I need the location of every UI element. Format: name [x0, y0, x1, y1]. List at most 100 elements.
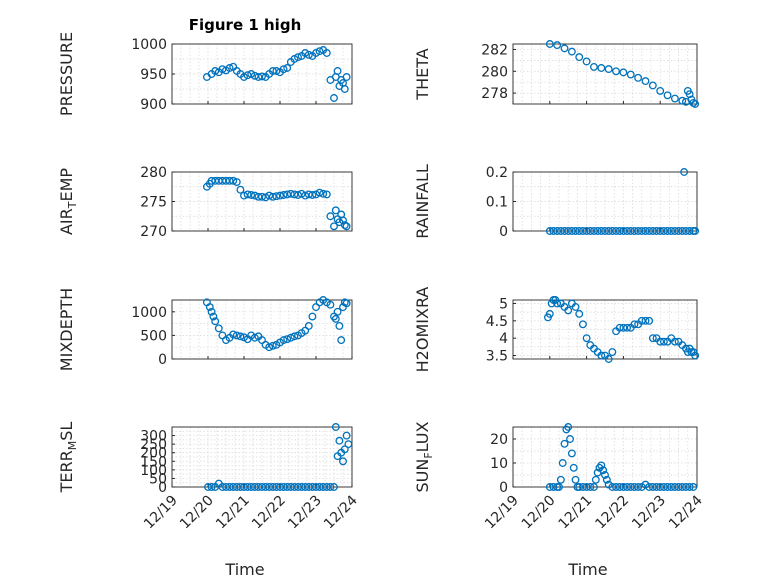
y-tick-label: 0.1	[486, 195, 508, 211]
data-point	[333, 307, 342, 316]
data-point	[612, 483, 620, 491]
data-point	[272, 67, 281, 75]
data-point	[553, 41, 562, 50]
data-point	[571, 475, 580, 484]
data-point	[670, 94, 679, 103]
y-axis-label: AIRTEMP	[57, 168, 79, 235]
data-point	[575, 309, 584, 318]
data-point	[549, 227, 558, 235]
data-point	[555, 483, 563, 491]
x-tick-label: 12/22	[592, 493, 632, 533]
data-point	[691, 100, 700, 108]
axes-frame	[171, 299, 353, 360]
y-axis-label: RAINFALL	[413, 164, 432, 239]
y-tick-label: 4.5	[486, 314, 508, 330]
data-point	[326, 212, 335, 221]
axes-frame	[171, 171, 353, 232]
data-point	[575, 227, 584, 235]
y-tick-label: 270	[140, 224, 167, 240]
data-point	[564, 423, 573, 431]
data-point	[232, 331, 241, 340]
data-point	[549, 483, 558, 491]
data-point	[656, 86, 665, 95]
data-point	[648, 483, 657, 491]
data-point	[630, 483, 639, 491]
y-axis-label: TERRMSL	[57, 422, 79, 494]
data-point	[667, 483, 676, 491]
data-point	[578, 483, 587, 491]
data-point	[590, 62, 598, 71]
data-point	[663, 227, 672, 235]
data-point	[678, 227, 687, 235]
y-tick-label: 0	[499, 480, 508, 496]
data-point	[634, 73, 643, 82]
data-point	[652, 483, 661, 491]
data-point	[597, 64, 606, 72]
data-point	[209, 312, 218, 321]
data-point	[659, 483, 668, 491]
data-point	[682, 227, 690, 235]
data-point	[276, 191, 284, 200]
data-point	[648, 227, 657, 235]
data-point	[637, 227, 646, 235]
data-point	[645, 316, 654, 325]
x-tick-label: 12/19	[141, 493, 181, 533]
data-point	[229, 176, 238, 185]
x-axis-label-left: Time	[224, 560, 264, 579]
data-point	[304, 322, 313, 330]
data-point	[340, 221, 349, 230]
y-tick-label: 5	[499, 296, 508, 312]
data-point	[682, 483, 690, 491]
data-point	[678, 483, 687, 491]
data-point	[619, 323, 628, 332]
data-point	[663, 483, 672, 491]
data-point	[286, 189, 295, 198]
data-point	[599, 466, 608, 475]
data-point	[556, 475, 565, 484]
data-point	[545, 309, 554, 318]
y-axis-label: MIXDEPTH	[57, 288, 76, 371]
data-point	[560, 439, 569, 448]
data-point	[608, 483, 617, 491]
data-point	[335, 322, 344, 330]
data-point	[340, 85, 349, 93]
data-point	[331, 423, 340, 431]
data-point	[586, 483, 595, 491]
data-point	[326, 483, 335, 491]
data-point	[205, 303, 214, 312]
y-tick-label: 10	[490, 456, 508, 472]
data-point	[232, 178, 241, 186]
data-point	[590, 483, 598, 491]
y-tick-label: 300	[140, 429, 167, 445]
data-point	[615, 323, 624, 332]
y-tick-label: 280	[140, 165, 167, 181]
data-point	[659, 227, 668, 235]
x-tick-label: 12/20	[177, 493, 217, 533]
y-tick-label: 0	[158, 480, 167, 496]
data-point	[322, 49, 331, 57]
data-point	[330, 483, 338, 491]
data-point	[604, 227, 613, 235]
data-point	[571, 227, 580, 235]
data-point	[641, 227, 650, 235]
data-point	[560, 44, 569, 53]
data-point	[637, 316, 646, 325]
x-tick-label: 12/19	[482, 493, 522, 533]
data-point	[250, 191, 259, 200]
data-point	[268, 67, 277, 75]
data-point	[258, 192, 266, 201]
y-tick-label: 900	[140, 97, 167, 113]
data-point	[619, 483, 628, 491]
y-tick-label: 500	[140, 328, 167, 344]
subplot-pressure: 900 950 1000 PRESSURE	[57, 32, 353, 116]
data-point	[545, 227, 554, 235]
data-point	[236, 332, 245, 341]
data-point	[630, 320, 639, 329]
data-point	[623, 323, 632, 332]
data-point	[560, 227, 569, 235]
data-point	[656, 483, 665, 491]
data-point	[582, 57, 591, 66]
y-tick-label: 275	[140, 195, 167, 211]
data-point	[691, 351, 700, 360]
